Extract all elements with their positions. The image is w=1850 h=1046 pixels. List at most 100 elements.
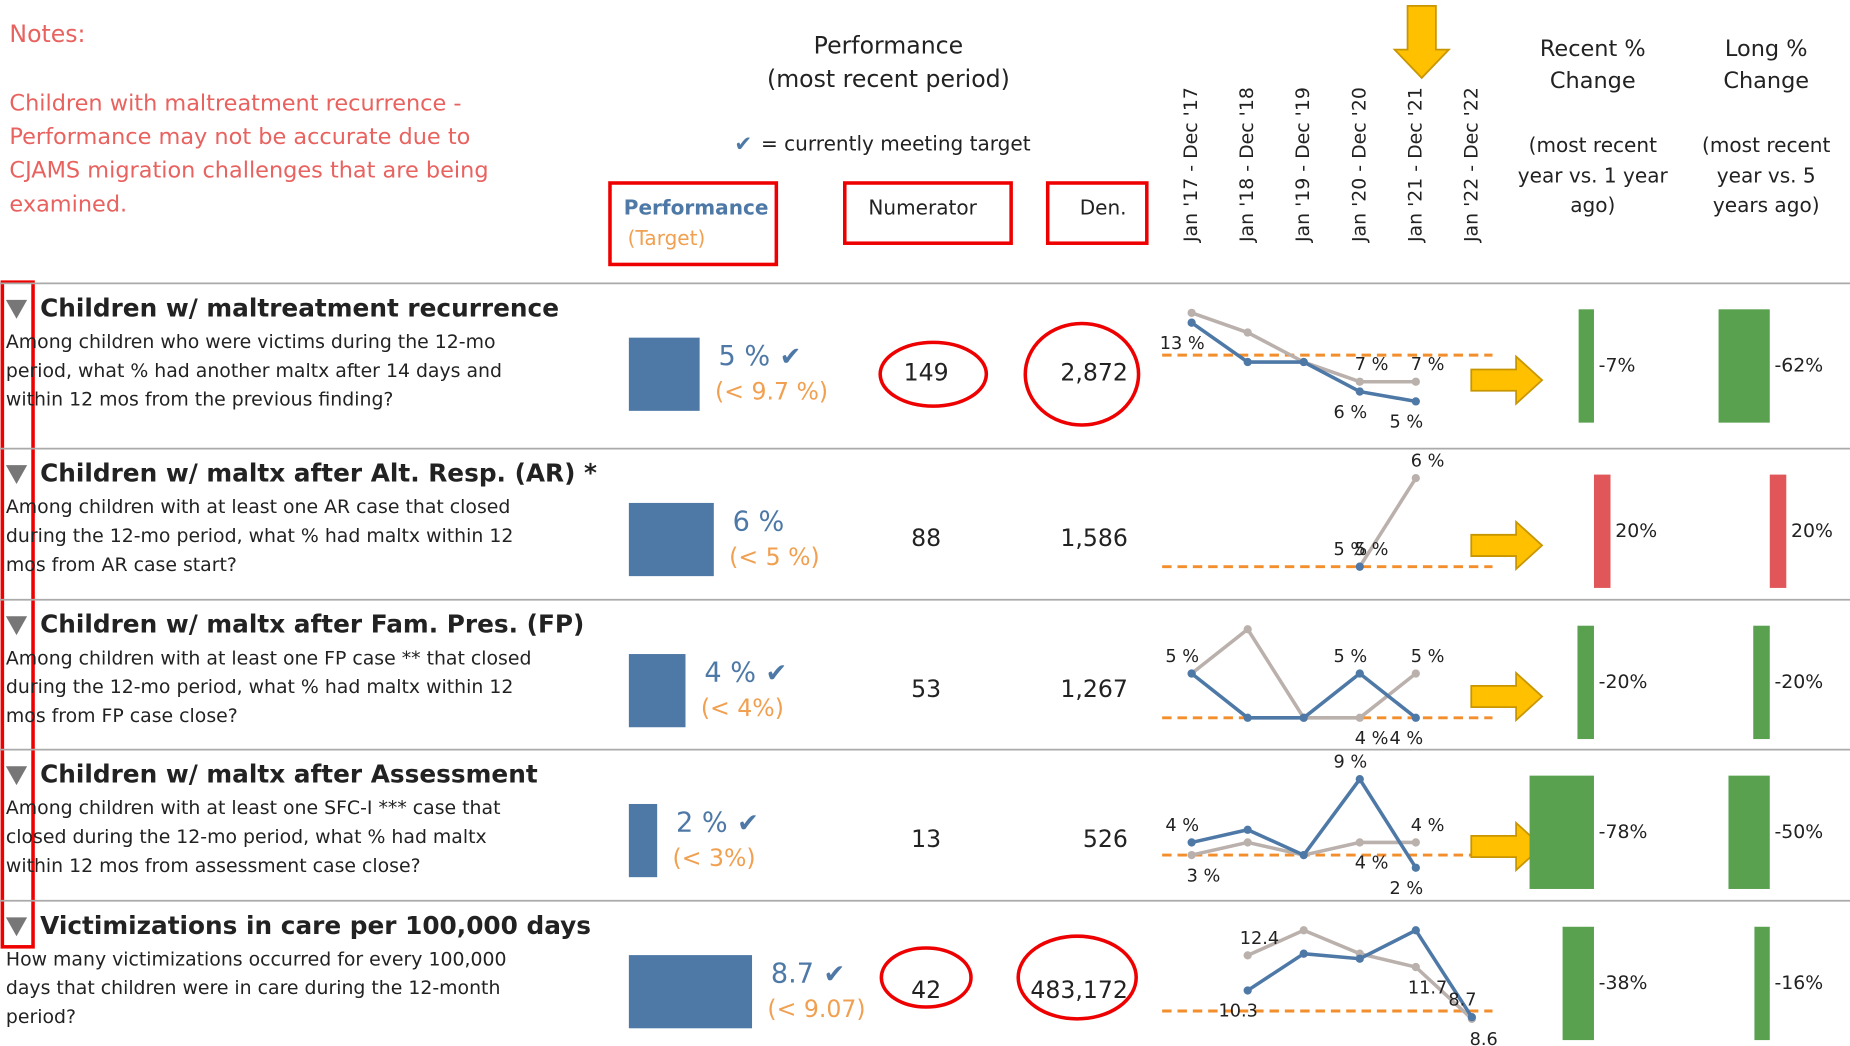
recent-subtitle: year vs. 1 year [1518, 164, 1669, 188]
expand-triangle [5, 465, 28, 485]
recent-subtitle: ago) [1570, 193, 1615, 217]
trend-label: 8.7 [1448, 991, 1476, 1011]
row-title: Children w/ maltx after Fam. Pres. (FP) [40, 610, 584, 639]
long-change-label: -62% [1774, 354, 1823, 376]
notes-line: examined. [9, 191, 127, 217]
trend-label: 5 % [1333, 540, 1367, 560]
long-title: Long % [1725, 36, 1808, 62]
recent-change-label: 20% [1615, 520, 1657, 542]
period-label: Jan '17 - Dec '17 [1180, 87, 1202, 243]
trend-point [1243, 951, 1252, 960]
trend-label: 8.6 [1470, 1030, 1498, 1046]
trend-point [1411, 377, 1420, 386]
performance-label: 8.7 [771, 959, 814, 990]
long-subtitle: (most recent [1702, 133, 1830, 157]
trend-point [1187, 838, 1196, 847]
recent-title: Change [1550, 68, 1636, 94]
trend-point [1355, 775, 1364, 784]
trend-point [1243, 328, 1252, 337]
denominator: 483,172 [1030, 976, 1128, 1004]
row-title: Children w/ maltreatment recurrence [40, 293, 559, 322]
trend-point [1187, 669, 1196, 678]
trend-point [1187, 850, 1196, 860]
notes-line: Performance may not be accurate due to [9, 124, 470, 150]
long-title: Change [1723, 68, 1809, 94]
recent-title: Recent % [1540, 36, 1646, 62]
denominator: 526 [1083, 825, 1128, 853]
recent-change-label: -20% [1599, 671, 1648, 693]
long-change-label: -16% [1774, 972, 1823, 994]
annotation-circle [1023, 321, 1141, 427]
trend-label: 13 % [1160, 334, 1205, 354]
expand-triangle [5, 917, 28, 937]
recent-change-label: -38% [1599, 972, 1648, 994]
row-description: Among children with at least one FP case… [6, 647, 532, 669]
recent-change-bar [1562, 926, 1594, 1041]
denominator: 2,872 [1060, 359, 1128, 387]
trend-label: 4 % [1355, 854, 1389, 874]
recent-change-bar [1578, 309, 1594, 423]
expand-triangle [5, 299, 28, 319]
trend-point [1243, 357, 1252, 367]
denominator: 1,267 [1060, 675, 1128, 703]
check-icon: ✔ [823, 960, 845, 990]
row-description: during the 12-mo period, what % had malt… [6, 676, 513, 698]
target-label: (< 9.07) [767, 995, 865, 1023]
trend-point [1411, 926, 1420, 935]
trend-point [1411, 962, 1420, 972]
trend-label: 6 % [1411, 452, 1445, 472]
trend-point [1299, 713, 1308, 722]
long-change-label: -50% [1774, 821, 1823, 843]
notes-line: Children with maltreatment recurrence - [9, 90, 461, 116]
col-den: Den. [1080, 195, 1127, 219]
row-description: within 12 mos from the previous finding? [6, 389, 394, 411]
trend-label: 12.4 [1240, 929, 1279, 949]
target-label: (< 9.7 %) [715, 378, 828, 406]
denominator: 1,586 [1060, 524, 1128, 552]
period-label: Jan '18 - Dec '18 [1236, 87, 1258, 243]
trend-point [1299, 850, 1308, 860]
right-arrow [1470, 670, 1544, 723]
trend-point [1355, 954, 1364, 963]
long-change-bar [1754, 926, 1770, 1041]
target-label: (< 4%) [701, 694, 784, 722]
performance-bar [628, 803, 658, 878]
notes-line: CJAMS migration challenges that are bein… [9, 158, 488, 184]
trend-label: 5 % [1390, 413, 1424, 433]
col-performance: Performance [624, 195, 769, 219]
trend-line [1358, 477, 1418, 568]
col-target: (Target) [628, 226, 706, 250]
performance-label: 4 % [704, 658, 756, 689]
long-subtitle: year vs. 5 [1717, 164, 1816, 188]
performance-bar [628, 502, 714, 577]
row-description: mos from AR case start? [6, 554, 237, 576]
performance-label: 2 % [676, 808, 728, 839]
trend-label: 6 % [1333, 403, 1367, 423]
long-change-bar [1753, 625, 1770, 740]
trend-point [1355, 669, 1364, 678]
right-arrow [1470, 354, 1544, 406]
row-description: period? [6, 1006, 76, 1028]
trend-point [1243, 713, 1252, 722]
recent-subtitle: (most recent [1529, 133, 1657, 157]
annotation-box [608, 181, 779, 267]
performance-bar [628, 955, 753, 1029]
row-description: days that children were in care during t… [6, 977, 501, 999]
trend-label: 9 % [1333, 753, 1367, 773]
annotation-circle [878, 340, 989, 408]
row-description: Among children who were victims during t… [6, 331, 496, 353]
row-title: Children w/ maltx after Alt. Resp. (AR) … [40, 459, 597, 488]
long-subtitle: years ago) [1713, 193, 1820, 217]
trend-label: 4 % [1390, 729, 1424, 749]
trend-point [1299, 926, 1308, 935]
expand-triangle [5, 766, 28, 786]
target-label: (< 3%) [673, 844, 756, 872]
check-icon: ✔ [765, 659, 787, 689]
trend-point [1411, 397, 1420, 406]
recent-change-label: -78% [1599, 821, 1648, 843]
annotation-box [843, 181, 1013, 245]
right-arrow [1470, 820, 1544, 873]
period-label: Jan '20 - Dec '20 [1348, 87, 1370, 243]
performance-title: Performance [814, 32, 963, 60]
trend-label: 4 % [1165, 816, 1199, 836]
